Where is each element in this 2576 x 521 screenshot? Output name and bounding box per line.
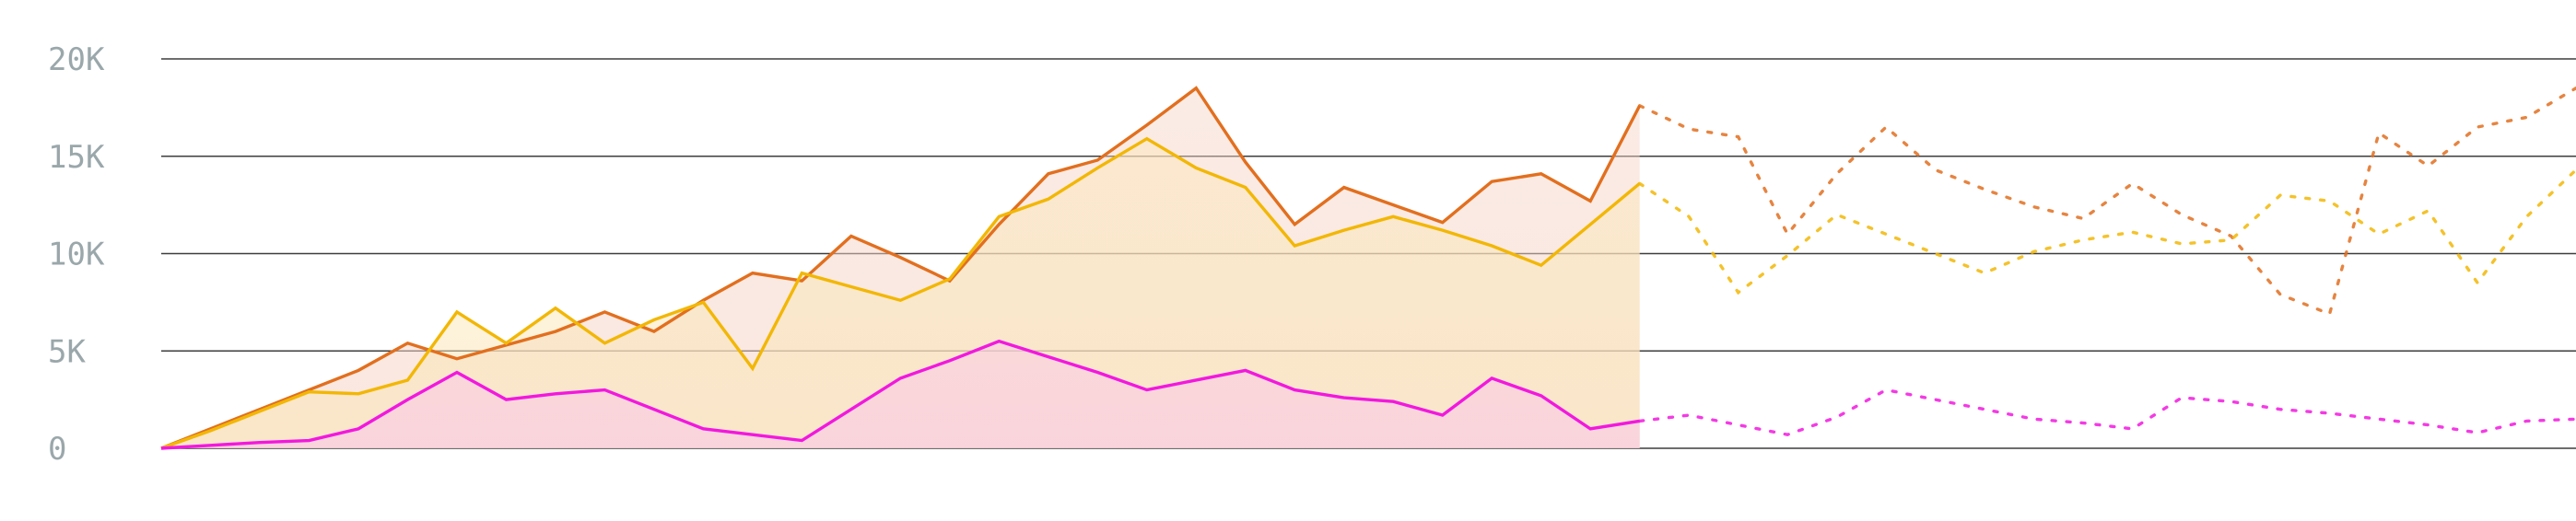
y-axis-labels: 0 5K 10K 15K 20K <box>48 41 105 468</box>
y-tick-label: 20K <box>48 41 105 78</box>
series-forecast-line-2 <box>1637 388 2576 436</box>
series-line-0 <box>160 86 1642 450</box>
y-tick-label: 15K <box>48 139 105 176</box>
line-layer <box>160 86 2576 450</box>
series-line-2 <box>160 339 1640 450</box>
y-tick-label: 0 <box>48 431 66 468</box>
series-area-2 <box>161 341 1640 448</box>
series-forecast-line-1 <box>1637 168 2576 295</box>
series-area-1 <box>161 138 1640 448</box>
series-forecast-line-0 <box>1637 87 2576 317</box>
series-line-1 <box>160 136 1641 450</box>
y-tick-label: 10K <box>48 237 105 273</box>
y-tick-label: 5K <box>48 333 86 370</box>
area-layer <box>161 87 1640 448</box>
